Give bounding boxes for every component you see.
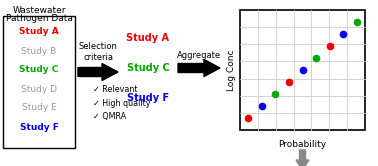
FancyBboxPatch shape — [240, 10, 365, 130]
Text: Study F: Study F — [127, 93, 169, 103]
Text: ✓ QMRA: ✓ QMRA — [93, 112, 126, 121]
Text: Study C: Study C — [19, 66, 59, 75]
Text: Aggregate: Aggregate — [177, 51, 221, 60]
Polygon shape — [296, 150, 309, 166]
Text: Pathogen Data: Pathogen Data — [6, 14, 73, 23]
Polygon shape — [178, 59, 220, 77]
Text: Selection
criteria: Selection criteria — [79, 42, 118, 62]
Text: Study B: Study B — [22, 46, 57, 55]
Text: Wastewater: Wastewater — [12, 6, 66, 15]
Text: ✓ High quality: ✓ High quality — [93, 98, 150, 108]
Text: Study D: Study D — [21, 84, 57, 93]
Text: Study F: Study F — [20, 123, 59, 131]
Polygon shape — [78, 64, 118, 81]
Text: ✓ Relevant: ✓ Relevant — [93, 85, 138, 94]
Text: Study A: Study A — [19, 28, 59, 37]
FancyBboxPatch shape — [3, 16, 75, 148]
Text: Study C: Study C — [127, 63, 169, 73]
Text: Study A: Study A — [127, 33, 169, 43]
Text: Study E: Study E — [22, 103, 56, 113]
Text: Log Conc: Log Conc — [226, 49, 235, 91]
Text: Probability: Probability — [279, 140, 327, 149]
